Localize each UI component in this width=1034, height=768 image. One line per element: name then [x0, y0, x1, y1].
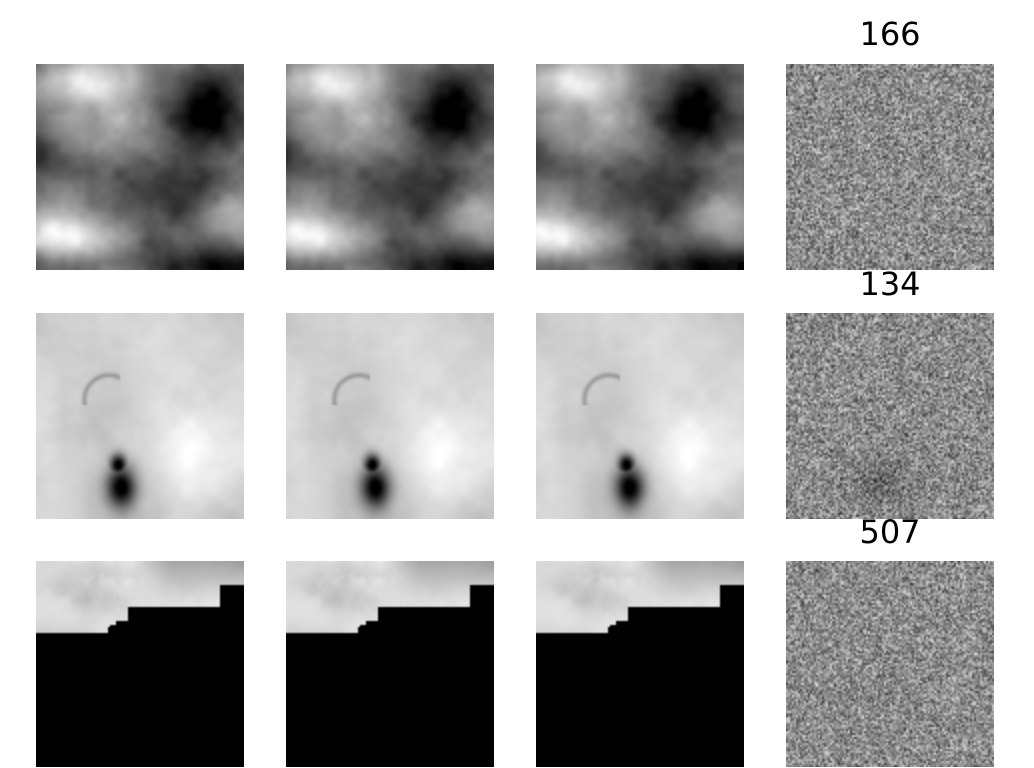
noise-image-r2 [786, 313, 994, 519]
cloud-image-r3-c3 [536, 561, 744, 767]
cloud-image-r3-c2 [286, 561, 494, 767]
cloud-image-r3-c1 [36, 561, 244, 767]
row-3-satellite-frame-1 [36, 561, 244, 767]
row-2-satellite-frame-2 [286, 313, 494, 519]
noise-image-r1 [786, 64, 994, 270]
cloud-image-r2-c1 [36, 313, 244, 519]
row-3-satellite-frame-3 [536, 561, 744, 767]
row-2-noise-panel [786, 313, 994, 519]
cloud-image-r2-c2 [286, 313, 494, 519]
row-1-satellite-frame-2 [286, 64, 494, 270]
cloud-image-r1-c2 [286, 64, 494, 270]
noise-image-r3 [786, 561, 994, 767]
row-1-noise-panel [786, 64, 994, 270]
row-2-satellite-frame-1 [36, 313, 244, 519]
row-1-satellite-frame-3 [536, 64, 744, 270]
row-2-title: 134 [859, 265, 921, 303]
row-2-satellite-frame-3 [536, 313, 744, 519]
row-3-noise-panel [786, 561, 994, 767]
row-3-satellite-frame-2 [286, 561, 494, 767]
row-1-title: 166 [859, 15, 921, 53]
cloud-image-r1-c3 [536, 64, 744, 270]
cloud-image-r1-c1 [36, 64, 244, 270]
row-1-satellite-frame-1 [36, 64, 244, 270]
row-3-title: 507 [859, 513, 921, 551]
cloud-image-r2-c3 [536, 313, 744, 519]
